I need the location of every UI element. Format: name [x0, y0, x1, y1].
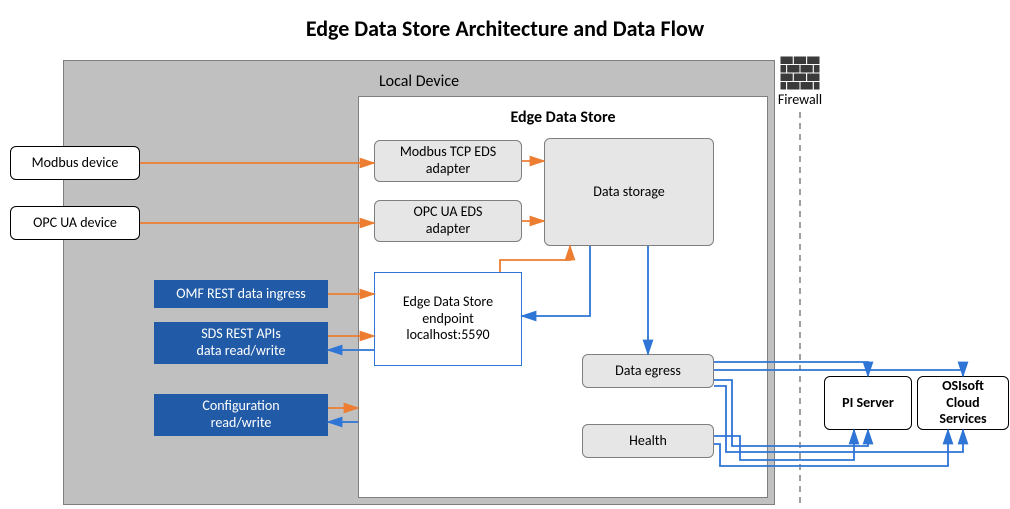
health-node: Health — [582, 424, 714, 458]
opcua-adapter-node: OPC UA EDS adapter — [374, 200, 522, 242]
eds-container-label: Edge Data Store — [358, 108, 768, 127]
sds-apis-node: SDS REST APIs data read/write — [154, 322, 328, 364]
modbus-device-node: Modbus device — [10, 146, 140, 180]
opcua-device-node: OPC UA device — [10, 206, 140, 240]
eds-endpoint-node: Edge Data Store endpoint localhost:5590 — [374, 272, 522, 366]
diagram-title: Edge Data Store Architecture and Data Fl… — [0, 16, 1010, 42]
modbus-adapter-node: Modbus TCP EDS adapter — [374, 140, 522, 182]
data-egress-node: Data egress — [582, 354, 714, 388]
firewall-label: Firewall — [770, 90, 830, 110]
local-device-label: Local Device — [63, 72, 775, 91]
omf-ingress-node: OMF REST data ingress — [154, 280, 328, 308]
pi-server-node: PI Server — [824, 376, 912, 430]
osisoft-cloud-node: OSIsoft Cloud Services — [917, 376, 1009, 430]
config-rw-node: Configuration read/write — [154, 394, 328, 436]
data-storage-node: Data storage — [544, 138, 714, 246]
